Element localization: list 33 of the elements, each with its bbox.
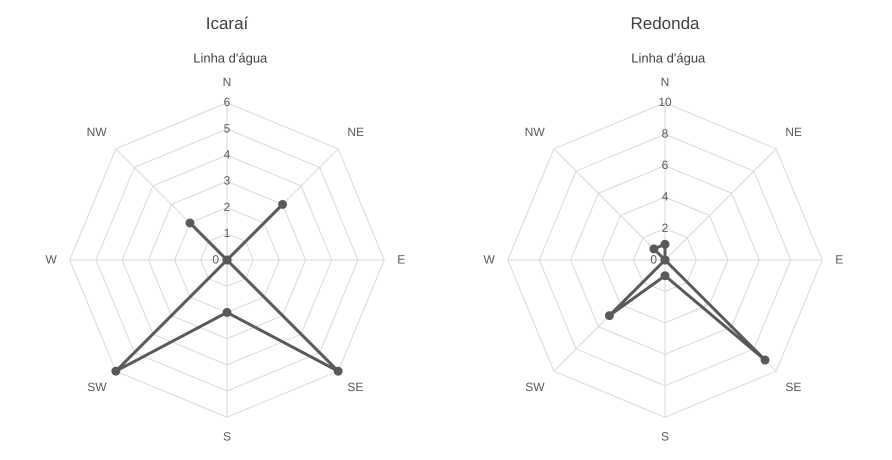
spoke-label: N [660, 74, 670, 89]
y-tick-label: 6 [662, 158, 669, 172]
y-tick-label: 6 [224, 95, 231, 110]
y-tick-label: 0 [212, 252, 220, 266]
y-tick-label: 8 [662, 126, 669, 141]
text: Linha d'água [193, 50, 268, 66]
text: Linha d'água [631, 50, 706, 66]
spoke-label: S [222, 430, 232, 444]
y-tick-label: 10 [658, 95, 672, 110]
spoke-label: S [660, 430, 670, 444]
spoke-label: SW [87, 380, 108, 394]
y-tick-label: 5 [224, 121, 231, 136]
spoke-label: NE [785, 124, 802, 139]
chart-title: Icaraí [206, 14, 249, 33]
spoke-label: NW [524, 124, 546, 139]
spoke-label: W [45, 252, 58, 266]
spoke-label: NE [347, 124, 364, 139]
y-tick-label: 0 [650, 252, 658, 266]
y-tick-label: 3 [224, 174, 231, 188]
spoke-label: NW [86, 124, 108, 139]
y-tick-label: 4 [224, 148, 231, 162]
spoke-label: SE [347, 380, 364, 394]
spoke-label: SW [525, 380, 546, 394]
spoke-label: N [222, 74, 232, 89]
y-tick-label: 4 [662, 189, 669, 204]
y-tick-label: 1 [224, 226, 231, 240]
spoke-label: E [835, 252, 844, 266]
spoke-label: SE [785, 380, 802, 394]
spoke-label: W [483, 252, 496, 266]
y-tick-label: 2 [662, 220, 669, 235]
chart-title: Redonda [630, 14, 700, 33]
spoke-label: E [397, 252, 406, 266]
y-tick-label: 2 [224, 200, 231, 214]
